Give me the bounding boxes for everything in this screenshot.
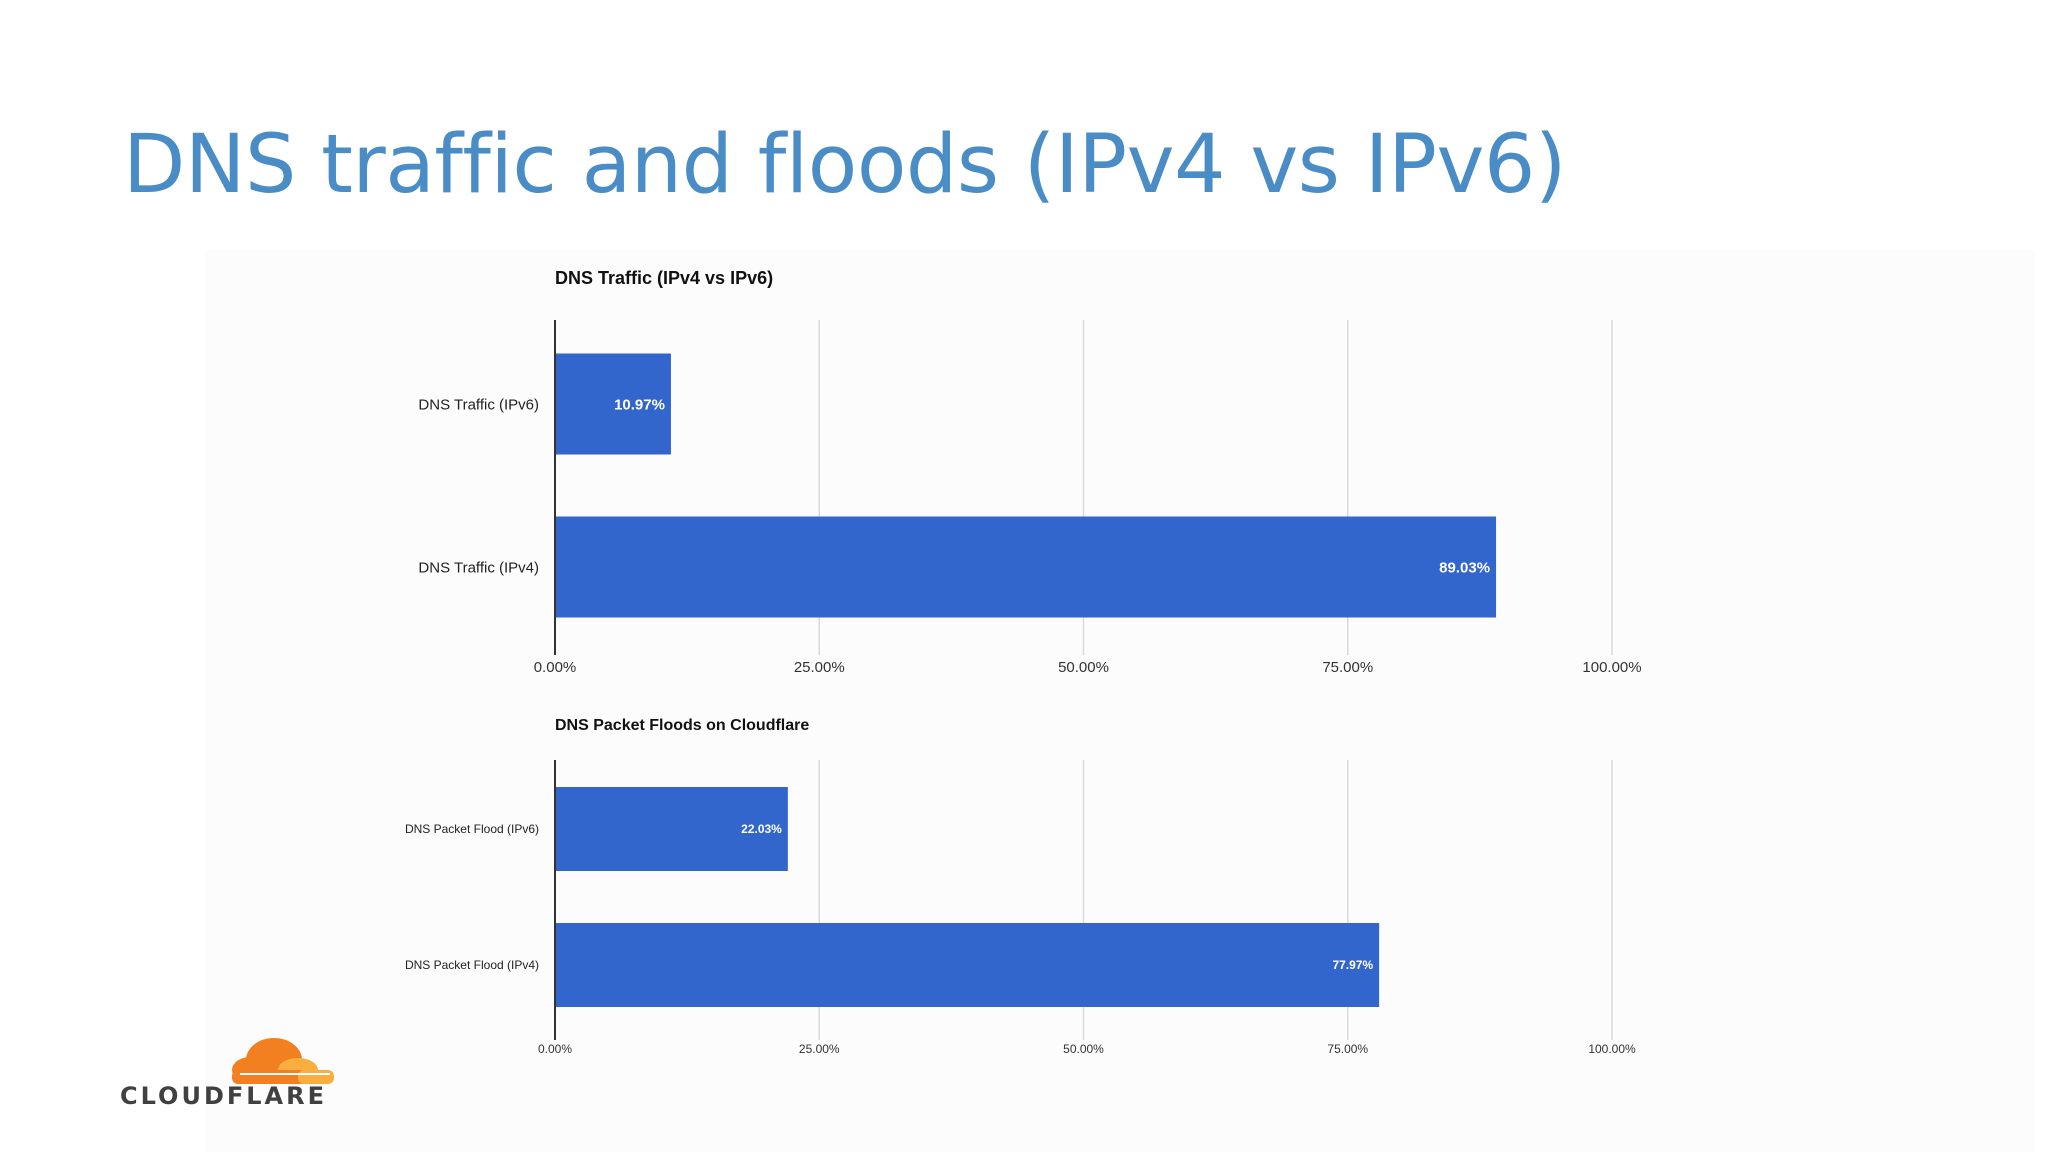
x-tick-label: 50.00%	[1058, 659, 1109, 676]
data-label: 89.03%	[1439, 559, 1490, 576]
logo-text: CLOUDFLARE	[120, 1082, 327, 1110]
cloudflare-logo: CLOUDFLARE	[120, 1030, 334, 1110]
category-label: DNS Packet Flood (IPv6)	[405, 822, 539, 836]
x-tick-label: 25.00%	[799, 1042, 840, 1056]
x-tick-label: 50.00%	[1063, 1042, 1104, 1056]
bar	[555, 353, 671, 455]
x-tick-label: 100.00%	[1588, 1042, 1636, 1056]
x-tick-label: 75.00%	[1327, 1042, 1368, 1056]
category-label: DNS Traffic (IPv6)	[418, 396, 539, 413]
charts-svg: DNS Traffic (IPv4 vs IPv6) 0.00% 25.00% 50.…	[405, 268, 1642, 1056]
slide-title: DNS traffic and floods (IPv4 vs IPv6)	[123, 118, 1567, 212]
bar	[555, 787, 788, 871]
category-label: DNS Packet Flood (IPv4)	[405, 958, 539, 972]
x-tick-label: 0.00%	[534, 659, 577, 676]
x-tick-label: 25.00%	[794, 659, 845, 676]
chart-1: DNS Traffic (IPv4 vs IPv6) 0.00% 25.00% 50.…	[418, 268, 1641, 676]
chart-title: DNS Packet Floods on Cloudflare	[555, 717, 809, 734]
charts-panel: DNS Traffic (IPv4 vs IPv6) 0.00% 25.00% 50.…	[205, 250, 2035, 1152]
chart-2: DNS Packet Floods on Cloudflare 0.00% 25.0…	[405, 717, 1636, 1056]
data-label: 22.03%	[741, 822, 782, 836]
data-label: 77.97%	[1332, 958, 1373, 972]
category-label: DNS Traffic (IPv4)	[418, 559, 539, 576]
x-tick-label: 0.00%	[538, 1042, 572, 1056]
x-tick-label: 75.00%	[1322, 659, 1373, 676]
data-label: 10.97%	[614, 396, 665, 413]
x-tick-label: 100.00%	[1582, 659, 1641, 676]
bar	[555, 516, 1497, 618]
cloud-icon	[232, 1038, 334, 1084]
bar	[555, 923, 1380, 1007]
chart-title: DNS Traffic (IPv4 vs IPv6)	[555, 268, 773, 288]
